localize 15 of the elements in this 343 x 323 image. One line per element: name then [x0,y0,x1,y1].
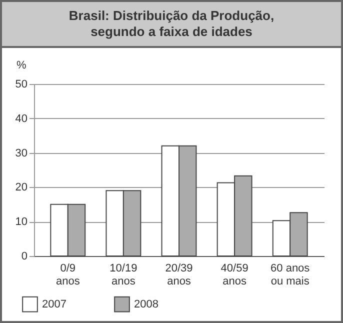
chart-title: Brasil: Distribuição da Produção, segundo a faixa de idades [2,2,341,48]
y-tick-label: 20 [15,182,28,194]
y-tick-label: 0 [21,250,28,262]
x-tick-label: 60 anos ou mais [270,262,310,288]
y-tick-label: 10 [15,216,28,228]
x-tick-label: 0/9 anos [56,262,80,288]
legend-label: 2007 [42,298,66,310]
x-tick-label: 10/19 anos [110,262,138,288]
y-axis-title: % [16,60,26,72]
x-tick-label: 20/39 anos [165,262,193,288]
y-tick-label: 30 [15,147,28,160]
x-tick-label: 40/59 anos [220,262,248,288]
y-tick-label: 50 [15,78,28,90]
legend-label: 2008 [134,298,158,310]
y-tick-label: 40 [15,112,28,125]
